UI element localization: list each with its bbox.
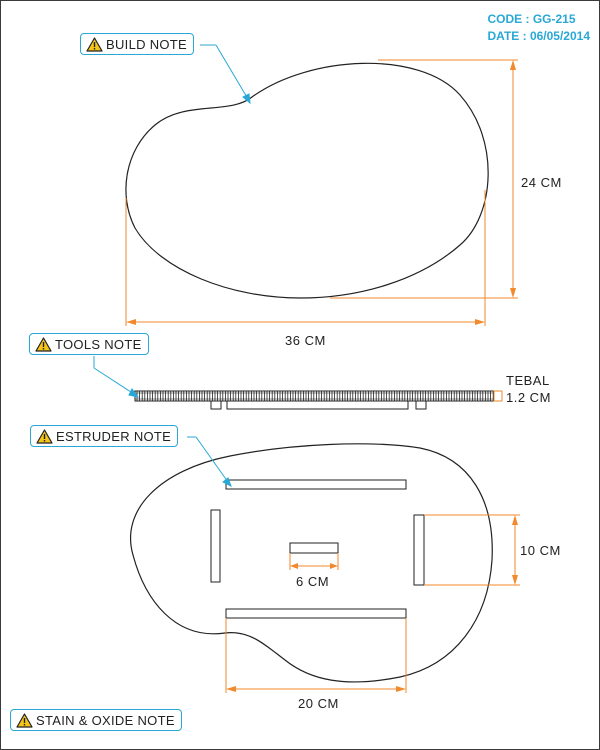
- estruder-note-label: ESTRUDER NOTE: [56, 428, 172, 444]
- dimension-height-top: [330, 59, 518, 299]
- dimension-foot-height: [424, 514, 520, 586]
- estruder-note-button[interactable]: ESTRUDER NOTE: [30, 425, 179, 447]
- thickness-label-line1: TEBAL: [506, 373, 550, 388]
- dimension-height-top-label: 24 CM: [521, 175, 562, 190]
- side-view-hatching: [136, 391, 494, 401]
- warning-triangle-icon: [36, 428, 53, 444]
- dimension-width-top: [125, 190, 486, 326]
- stain-oxide-note-label: STAIN & OXIDE NOTE: [36, 712, 175, 728]
- tools-note-label: TOOLS NOTE: [55, 336, 142, 352]
- build-note-label: BUILD NOTE: [106, 36, 188, 52]
- bottom-foot-left: [210, 509, 221, 583]
- side-view-foot-right: [415, 400, 427, 410]
- bottom-foot-right: [413, 514, 425, 586]
- build-note-button[interactable]: BUILD NOTE: [80, 33, 195, 55]
- side-view-foot-center: [226, 400, 409, 410]
- side-view: [134, 390, 503, 410]
- code-date-block: CODE : GG-215 DATE : 06/05/2014: [488, 11, 591, 45]
- code-label: CODE : GG-215: [487, 12, 576, 26]
- warning-triangle-icon: [35, 336, 52, 352]
- tools-note-button[interactable]: TOOLS NOTE: [29, 333, 149, 355]
- dimension-width-top-label: 36 CM: [285, 333, 326, 348]
- dimension-bottom-bar-label: 20 CM: [298, 696, 339, 711]
- warning-triangle-icon: [16, 712, 33, 728]
- warning-triangle-icon: [86, 36, 103, 52]
- dimension-bottom-bar: [225, 618, 407, 693]
- top-view-outline: [125, 62, 489, 299]
- bottom-foot-bottom: [225, 608, 407, 619]
- bottom-view-outline: [130, 443, 493, 683]
- thickness-label-line2: 1.2 CM: [506, 390, 551, 405]
- thickness-marker: [493, 390, 503, 402]
- stain-oxide-note-button[interactable]: STAIN & OXIDE NOTE: [10, 709, 182, 731]
- dimension-center-piece: [289, 553, 339, 570]
- dimension-center-piece-label: 6 CM: [296, 574, 329, 589]
- side-view-foot-left: [210, 400, 222, 410]
- dimension-foot-height-label: 10 CM: [520, 543, 561, 558]
- date-label: DATE : 06/05/2014: [487, 29, 591, 43]
- note-leaders: [93, 44, 251, 488]
- bottom-foot-center: [289, 542, 339, 554]
- bottom-foot-top: [225, 479, 407, 490]
